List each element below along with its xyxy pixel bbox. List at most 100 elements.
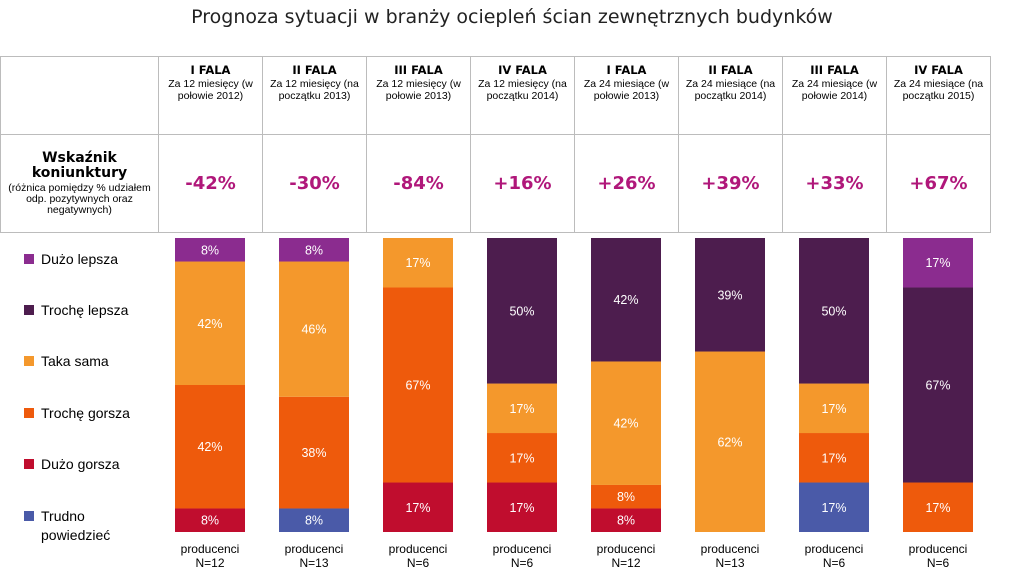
data-label: 8% [201,243,219,257]
header-table: I FALA Za 12 miesięcy (w połowie 2012) II… [0,56,991,233]
header-cell-wave: II FALA Za 12 miesięcy (na początku 2013) [262,56,367,135]
header-corner [0,56,159,135]
bar-segment [383,482,453,532]
bar-segment [695,238,765,352]
indicator-title: Wskaźnik koniunktury [31,150,128,181]
header-cell-wave: IV FALA Za 24 miesiące (na początku 2015) [886,56,991,135]
legend-label: Dużo gorsza [41,456,120,472]
legend-label: Trochę gorsza [41,405,130,421]
bar-segment [383,238,453,288]
data-label: 46% [301,323,326,337]
indicator-value: -42% [158,134,263,233]
data-label: 8% [617,514,635,528]
bar-segment [487,482,557,532]
indicator-value: +33% [782,134,887,233]
legend-swatch [24,511,34,521]
data-label: 42% [197,440,222,454]
bar-segment [279,238,349,262]
header-cell-wave: I FALA Za 24 miesiące (w połowie 2013) [574,56,679,135]
x-label: producenci N=6 [804,542,864,570]
legend-label: Trochę lepsza [41,302,129,318]
indicator-value: +26% [574,134,679,233]
data-label: 8% [201,514,219,528]
data-label: 39% [717,288,742,302]
data-label: 42% [613,293,638,307]
data-label: 17% [509,402,534,416]
indicator-value: +16% [470,134,575,233]
data-label: 17% [405,256,430,270]
bar-segment [279,396,349,509]
wave-label: III FALA [810,63,859,77]
data-label: 17% [509,501,534,515]
bar-segment [591,484,661,509]
legend-swatch [24,356,34,366]
period-label: Za 12 miesięcy (w połowie 2012) [168,78,253,102]
bar-segment [175,385,245,509]
period-label: Za 24 miesiące (na początku 2015) [893,78,984,102]
data-label: 67% [405,379,430,393]
wave-label: IV FALA [498,63,547,77]
data-label: 67% [925,379,950,393]
data-label: 17% [821,402,846,416]
legend-label: Dużo lepsza [41,251,119,267]
bar-segment [279,261,349,397]
period-label: Za 12 miesięcy (na początku 2013) [270,78,359,102]
x-label: producenci N=13 [284,542,344,570]
data-label: 17% [509,451,534,465]
bar-segment [175,508,245,532]
indicator-value: -30% [262,134,367,233]
header-cell-wave: IV FALA Za 12 miesięcy (na początku 2014) [470,56,575,135]
indicator-header: Wskaźnik koniunktury (różnica pomiędzy %… [0,134,159,233]
bar-segment [175,238,245,262]
bar-segment [383,287,453,483]
bar-segment [487,383,557,434]
wave-label: IV FALA [914,63,963,77]
period-label: Za 24 miesiące (na początku 2014) [685,78,776,102]
wave-label: II FALA [708,63,753,77]
bar-segment [903,238,973,288]
data-label: 42% [613,417,638,431]
legend-swatch [24,254,34,264]
data-label: 17% [821,501,846,515]
header-cell-wave: I FALA Za 12 miesięcy (w połowie 2012) [158,56,263,135]
bar-segment [903,287,973,483]
bar-segment [903,482,973,532]
bar-segment [487,433,557,483]
period-label: Za 24 miesiące (w połowie 2014) [791,78,878,102]
data-label: 8% [305,514,323,528]
bar-segment [799,482,869,532]
period-label: Za 12 miesięcy (na początku 2014) [478,78,567,102]
wave-label: I FALA [606,63,647,77]
bar-segment [799,433,869,483]
wave-label: III FALA [394,63,443,77]
bar-segment [799,238,869,384]
legend-swatch [24,459,34,469]
bar-segment [591,238,661,362]
legend-label: Taka sama [41,353,109,369]
bar-segment [175,261,245,385]
period-label: Za 12 miesięcy (w połowie 2013) [376,78,461,102]
data-label: 17% [925,256,950,270]
data-label: 50% [821,304,846,318]
data-label: 38% [301,446,326,460]
data-label: 8% [305,243,323,257]
period-label: Za 24 miesiące (w połowie 2013) [583,78,670,102]
x-label: producenci N=6 [388,542,448,570]
legend-label: Trudno powiedzieć [41,508,111,543]
data-label: 42% [197,317,222,331]
data-label: 17% [925,501,950,515]
data-label: 50% [509,304,534,318]
x-label: producenci N=6 [492,542,552,570]
x-label: producenci N=6 [908,542,968,570]
header-cell-wave: III FALA Za 24 miesiące (w połowie 2014) [782,56,887,135]
x-label: producenci N=13 [700,542,760,570]
bar-segment [799,383,869,434]
wave-label: I FALA [190,63,231,77]
data-label: 17% [821,451,846,465]
bar-segment [591,361,661,485]
wave-label: II FALA [292,63,337,77]
bar-segment [279,508,349,532]
header-cell-wave: II FALA Za 24 miesiące (na początku 2014) [678,56,783,135]
data-label: 62% [717,435,742,449]
chart-title: Prognoza sytuacji w branży ociepleń ścia… [191,6,833,28]
